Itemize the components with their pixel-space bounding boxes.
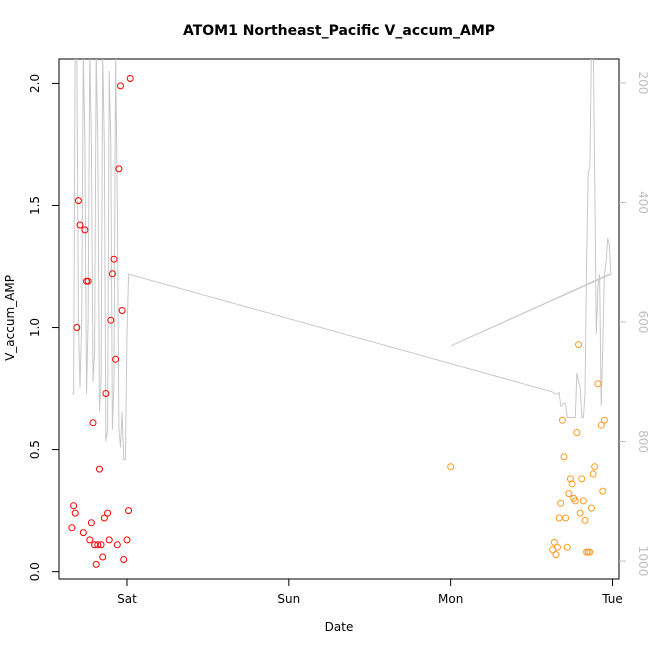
series-1-point bbox=[79, 529, 87, 537]
series-1-point bbox=[73, 324, 81, 331]
y-tick-label: 1.0 bbox=[28, 318, 42, 337]
series-2-point bbox=[566, 475, 574, 483]
series-2-point bbox=[599, 487, 607, 495]
series-1-point bbox=[70, 502, 78, 510]
series-1-point bbox=[107, 316, 115, 324]
series-1-point bbox=[104, 509, 112, 517]
series-1-point bbox=[100, 514, 108, 522]
y-tick-label: 0.0 bbox=[28, 562, 42, 581]
series-1-point bbox=[115, 165, 123, 173]
y2-tick-label: 200 bbox=[636, 71, 650, 94]
series-2-point bbox=[552, 551, 560, 559]
series-2-point bbox=[447, 463, 455, 471]
series-2-point bbox=[586, 548, 594, 556]
series-1-point bbox=[117, 82, 124, 90]
series-2-point bbox=[597, 421, 605, 429]
points-layer bbox=[68, 75, 608, 568]
series-2-point bbox=[575, 341, 582, 349]
series-2-point bbox=[568, 480, 576, 488]
series-2-point bbox=[555, 514, 563, 522]
depth-line-layer bbox=[71, 59, 612, 460]
series-1-point bbox=[112, 355, 120, 363]
series-2-point bbox=[581, 516, 589, 524]
series-1-point bbox=[113, 541, 121, 549]
y-tick-label: 2.0 bbox=[28, 74, 42, 93]
y2-tick-label: 1000 bbox=[636, 546, 650, 577]
x-tick-label: Mon bbox=[438, 592, 463, 606]
series-1-point bbox=[68, 524, 76, 532]
chart-title: ATOM1 Northeast_Pacific V_accum_AMP bbox=[183, 23, 495, 39]
y2-tick-label: 800 bbox=[636, 430, 650, 453]
x-tick-label: Sun bbox=[277, 592, 300, 606]
y-tick-label: 0.5 bbox=[28, 440, 42, 459]
series-1-point bbox=[94, 541, 102, 549]
series-1-point bbox=[118, 307, 126, 314]
series-2-point bbox=[576, 509, 584, 517]
series-1-point bbox=[110, 255, 118, 263]
series-2-point bbox=[600, 416, 608, 424]
series-2-point bbox=[578, 475, 586, 483]
series-1-point bbox=[99, 553, 107, 561]
x-tick-label: Sat bbox=[117, 592, 137, 606]
series-1-point bbox=[81, 226, 89, 234]
y-axis: 0.0 0.5 1.0 1.5 2.0 bbox=[28, 74, 59, 581]
series-2-point bbox=[594, 380, 602, 388]
series-1-point bbox=[71, 509, 79, 517]
series-1-point bbox=[108, 270, 116, 278]
series-2-point bbox=[554, 543, 561, 551]
series-2-point bbox=[558, 416, 566, 424]
series-1-point bbox=[125, 507, 133, 515]
series-2-point bbox=[573, 429, 581, 436]
series-2-point bbox=[591, 463, 599, 471]
series-1-point bbox=[97, 541, 105, 549]
series-1-point bbox=[120, 556, 128, 563]
series-1-point bbox=[84, 277, 92, 285]
series-1-point bbox=[89, 419, 97, 427]
series-2-point bbox=[550, 538, 558, 546]
plot-frame bbox=[58, 58, 620, 580]
x-tick-label: Tue bbox=[601, 592, 623, 606]
series-1-point bbox=[74, 197, 82, 205]
series-2-point bbox=[588, 504, 595, 512]
y2-axis: 200 400 600 800 1000 bbox=[619, 71, 650, 576]
depth-line bbox=[71, 59, 612, 460]
x-axis: Sat Sun Mon Tue bbox=[117, 579, 623, 606]
series-2-point bbox=[562, 514, 570, 522]
series-1-point bbox=[102, 390, 110, 397]
series-1-point bbox=[105, 536, 113, 544]
series-1-point bbox=[76, 221, 84, 229]
y-tick-label: 1.5 bbox=[28, 196, 42, 215]
series-1-point bbox=[86, 536, 94, 544]
series-1-point bbox=[87, 519, 95, 527]
y2-tick-label: 600 bbox=[636, 311, 650, 334]
series-1-point bbox=[123, 536, 131, 544]
series-1-point bbox=[126, 75, 134, 82]
y-axis-label: V_accum_AMP bbox=[3, 275, 17, 361]
series-2-point bbox=[563, 543, 571, 551]
x-axis-label: Date bbox=[325, 620, 354, 634]
series-2-point bbox=[557, 499, 565, 507]
series-2-point bbox=[565, 490, 573, 498]
series-1-point bbox=[92, 560, 100, 568]
y2-tick-label: 400 bbox=[636, 191, 650, 214]
series-2-point bbox=[560, 453, 568, 461]
series-2-point bbox=[579, 497, 587, 505]
series-2-point bbox=[571, 497, 579, 505]
series-1-point bbox=[96, 465, 103, 473]
series-2-point bbox=[589, 470, 597, 478]
